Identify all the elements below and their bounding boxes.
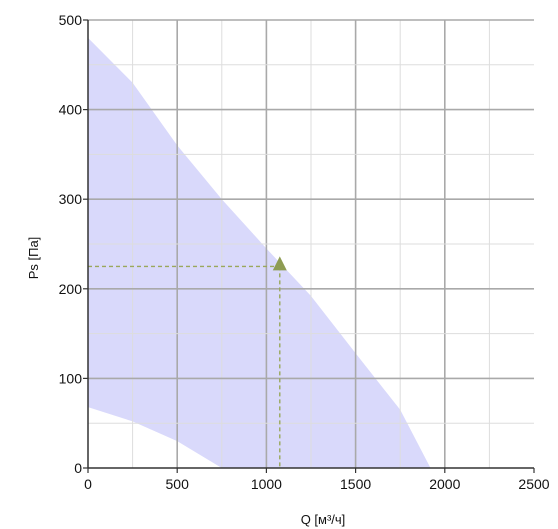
x-tick-label: 1500 — [340, 476, 371, 492]
x-tick-label: 2000 — [429, 476, 460, 492]
y-axis-title: Ps [Па] — [26, 237, 41, 280]
y-tick-label: 100 — [59, 370, 83, 386]
x-tick-label: 1000 — [251, 476, 282, 492]
y-tick-label: 300 — [59, 191, 83, 207]
x-axis-ticks: 0 500 1000 1500 2000 2500 — [84, 468, 550, 492]
x-axis-title: Q [м³/ч] — [301, 512, 346, 527]
plot-area — [87, 19, 534, 469]
operating-region — [88, 37, 431, 469]
grid — [88, 19, 534, 468]
y-tick-label: 200 — [59, 281, 83, 297]
x-tick-label: 500 — [166, 476, 190, 492]
x-tick-label: 2500 — [518, 476, 549, 492]
y-axis-ticks: 0 100 200 300 400 500 — [59, 12, 88, 476]
y-tick-label: 0 — [74, 460, 82, 476]
y-tick-label: 500 — [59, 12, 83, 28]
y-tick-label: 400 — [59, 102, 83, 118]
operating-point-marker — [272, 256, 287, 271]
x-tick-label: 0 — [84, 476, 92, 492]
